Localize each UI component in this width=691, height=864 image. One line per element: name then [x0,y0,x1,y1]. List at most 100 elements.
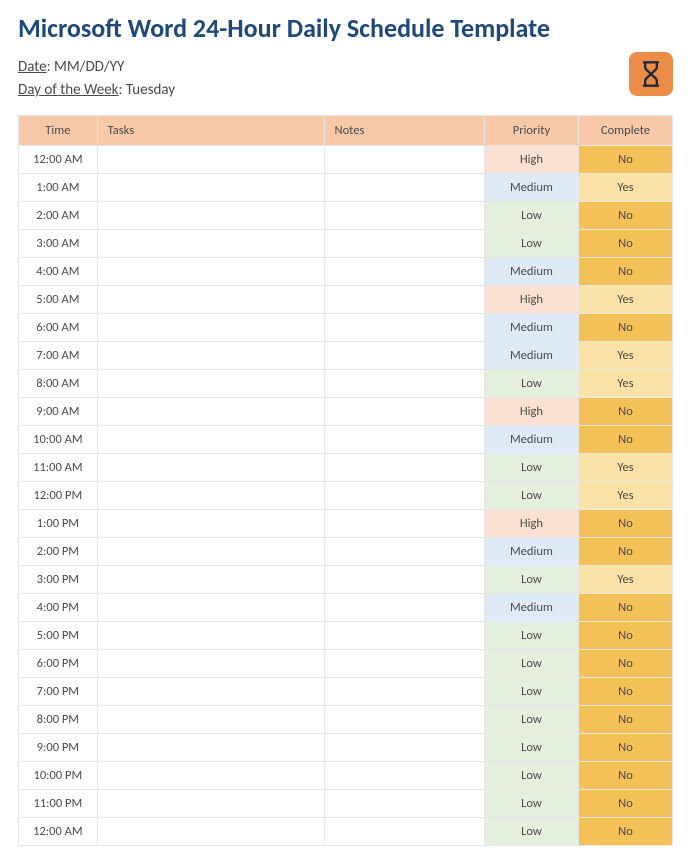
cell-complete[interactable]: No [578,650,672,678]
cell-notes[interactable] [324,398,484,426]
cell-notes[interactable] [324,146,484,174]
cell-notes[interactable] [324,538,484,566]
cell-notes[interactable] [324,230,484,258]
cell-tasks[interactable] [97,202,324,230]
cell-complete[interactable]: Yes [578,342,672,370]
cell-priority[interactable]: Low [484,790,578,818]
cell-complete[interactable]: No [578,230,672,258]
cell-complete[interactable]: No [578,258,672,286]
cell-tasks[interactable] [97,706,324,734]
cell-complete[interactable]: No [578,594,672,622]
cell-tasks[interactable] [97,230,324,258]
cell-tasks[interactable] [97,566,324,594]
cell-priority[interactable]: Medium [484,174,578,202]
cell-tasks[interactable] [97,510,324,538]
cell-complete[interactable]: No [578,622,672,650]
cell-priority[interactable]: High [484,510,578,538]
cell-notes[interactable] [324,678,484,706]
cell-notes[interactable] [324,762,484,790]
cell-complete[interactable]: No [578,706,672,734]
cell-priority[interactable]: Low [484,762,578,790]
cell-complete[interactable]: No [578,762,672,790]
cell-notes[interactable] [324,342,484,370]
cell-complete[interactable]: No [578,426,672,454]
cell-priority[interactable]: Low [484,678,578,706]
cell-priority[interactable]: Low [484,230,578,258]
cell-complete[interactable]: No [578,398,672,426]
cell-tasks[interactable] [97,818,324,846]
cell-priority[interactable]: Low [484,706,578,734]
cell-priority[interactable]: Low [484,454,578,482]
cell-tasks[interactable] [97,146,324,174]
cell-priority[interactable]: Low [484,370,578,398]
cell-tasks[interactable] [97,734,324,762]
cell-priority[interactable]: Medium [484,258,578,286]
cell-tasks[interactable] [97,790,324,818]
cell-priority[interactable]: Medium [484,314,578,342]
cell-notes[interactable] [324,650,484,678]
cell-notes[interactable] [324,510,484,538]
cell-priority[interactable]: Low [484,202,578,230]
cell-notes[interactable] [324,426,484,454]
cell-priority[interactable]: Low [484,734,578,762]
cell-tasks[interactable] [97,622,324,650]
cell-tasks[interactable] [97,426,324,454]
cell-notes[interactable] [324,174,484,202]
cell-notes[interactable] [324,622,484,650]
cell-tasks[interactable] [97,538,324,566]
cell-tasks[interactable] [97,258,324,286]
cell-priority[interactable]: Medium [484,538,578,566]
cell-tasks[interactable] [97,454,324,482]
cell-complete[interactable]: Yes [578,454,672,482]
cell-notes[interactable] [324,790,484,818]
cell-notes[interactable] [324,202,484,230]
cell-notes[interactable] [324,594,484,622]
cell-complete[interactable]: Yes [578,174,672,202]
cell-notes[interactable] [324,566,484,594]
cell-priority[interactable]: High [484,146,578,174]
cell-tasks[interactable] [97,286,324,314]
cell-tasks[interactable] [97,482,324,510]
cell-notes[interactable] [324,454,484,482]
cell-complete[interactable]: No [578,818,672,846]
cell-complete[interactable]: Yes [578,286,672,314]
cell-priority[interactable]: Medium [484,426,578,454]
cell-notes[interactable] [324,370,484,398]
cell-notes[interactable] [324,482,484,510]
cell-notes[interactable] [324,734,484,762]
cell-complete[interactable]: Yes [578,370,672,398]
cell-notes[interactable] [324,818,484,846]
cell-priority[interactable]: Medium [484,594,578,622]
cell-priority[interactable]: Low [484,818,578,846]
cell-tasks[interactable] [97,370,324,398]
cell-notes[interactable] [324,258,484,286]
cell-tasks[interactable] [97,650,324,678]
cell-complete[interactable]: No [578,538,672,566]
cell-complete[interactable]: No [578,678,672,706]
cell-notes[interactable] [324,314,484,342]
cell-priority[interactable]: Low [484,566,578,594]
cell-notes[interactable] [324,706,484,734]
cell-complete[interactable]: No [578,202,672,230]
cell-tasks[interactable] [97,342,324,370]
cell-priority[interactable]: Low [484,622,578,650]
cell-complete[interactable]: Yes [578,566,672,594]
cell-tasks[interactable] [97,174,324,202]
cell-priority[interactable]: Low [484,482,578,510]
cell-priority[interactable]: High [484,398,578,426]
cell-complete[interactable]: No [578,314,672,342]
cell-notes[interactable] [324,286,484,314]
cell-complete[interactable]: No [578,510,672,538]
cell-priority[interactable]: High [484,286,578,314]
cell-complete[interactable]: No [578,790,672,818]
cell-priority[interactable]: Low [484,650,578,678]
cell-priority[interactable]: Medium [484,342,578,370]
cell-complete[interactable]: No [578,146,672,174]
cell-tasks[interactable] [97,314,324,342]
cell-complete[interactable]: No [578,734,672,762]
cell-tasks[interactable] [97,678,324,706]
cell-complete[interactable]: Yes [578,482,672,510]
cell-tasks[interactable] [97,762,324,790]
cell-tasks[interactable] [97,594,324,622]
cell-tasks[interactable] [97,398,324,426]
